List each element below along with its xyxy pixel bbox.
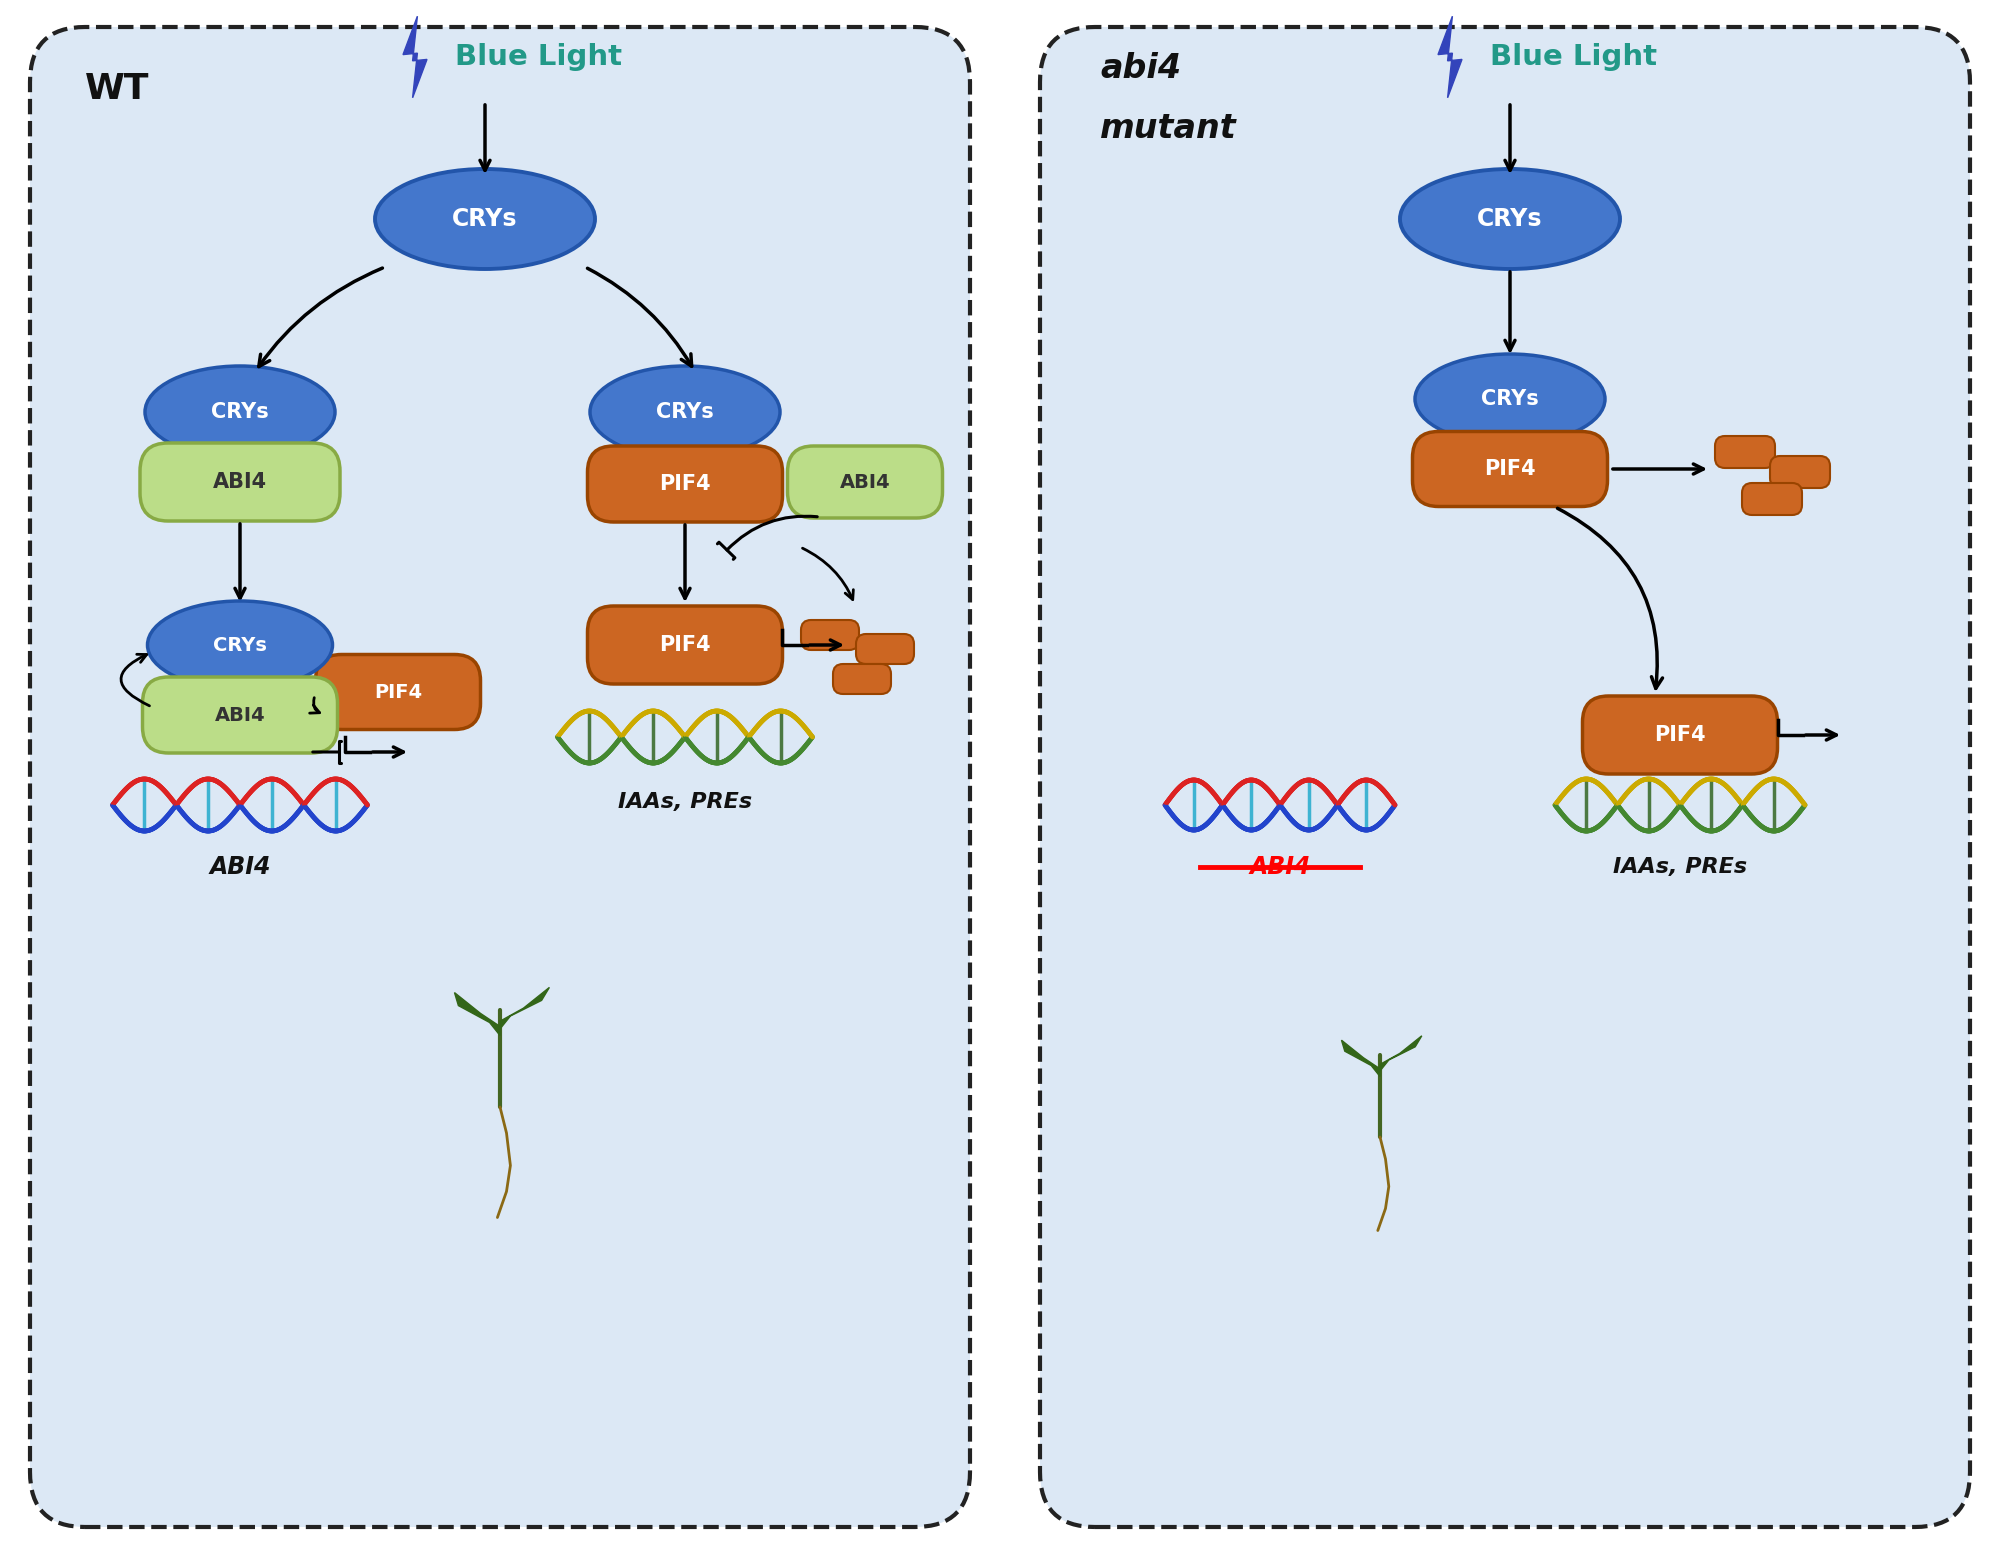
- FancyBboxPatch shape: [1412, 431, 1608, 506]
- Text: PIF4: PIF4: [1484, 459, 1536, 480]
- Polygon shape: [500, 987, 550, 1029]
- Text: PIF4: PIF4: [660, 473, 710, 494]
- Ellipse shape: [1416, 353, 1604, 444]
- FancyBboxPatch shape: [588, 445, 782, 522]
- Ellipse shape: [374, 170, 596, 269]
- Text: CRYs: CRYs: [452, 207, 518, 230]
- Text: CRYs: CRYs: [1478, 207, 1542, 230]
- Text: ABI4: ABI4: [840, 472, 890, 492]
- Text: CRYs: CRYs: [212, 402, 268, 422]
- Text: IAAs, PREs: IAAs, PREs: [618, 793, 752, 813]
- Ellipse shape: [144, 366, 336, 458]
- FancyBboxPatch shape: [1770, 456, 1830, 487]
- FancyBboxPatch shape: [1714, 436, 1776, 469]
- FancyBboxPatch shape: [316, 654, 480, 730]
- Text: ABI4: ABI4: [214, 705, 266, 724]
- Text: ABI4: ABI4: [1250, 855, 1310, 880]
- FancyBboxPatch shape: [30, 26, 970, 1527]
- Ellipse shape: [1400, 170, 1620, 269]
- Text: Blue Light: Blue Light: [456, 44, 622, 72]
- Polygon shape: [454, 993, 500, 1035]
- FancyBboxPatch shape: [142, 677, 338, 754]
- Text: PIF4: PIF4: [374, 682, 422, 702]
- Polygon shape: [1438, 16, 1462, 98]
- FancyBboxPatch shape: [1742, 483, 1802, 515]
- Text: PIF4: PIF4: [660, 635, 710, 655]
- Ellipse shape: [148, 601, 332, 690]
- Text: WT: WT: [84, 72, 150, 106]
- FancyBboxPatch shape: [788, 445, 942, 518]
- FancyBboxPatch shape: [1582, 696, 1778, 774]
- Polygon shape: [1342, 1040, 1380, 1076]
- FancyBboxPatch shape: [856, 634, 914, 663]
- Text: Blue Light: Blue Light: [1490, 44, 1656, 72]
- Text: mutant: mutant: [1100, 112, 1236, 145]
- FancyBboxPatch shape: [140, 444, 340, 522]
- Text: IAAs, PREs: IAAs, PREs: [1612, 856, 1748, 877]
- Text: CRYs: CRYs: [214, 635, 266, 654]
- Text: PIF4: PIF4: [1654, 726, 1706, 744]
- Text: ABI4: ABI4: [210, 855, 270, 880]
- FancyBboxPatch shape: [588, 606, 782, 684]
- FancyBboxPatch shape: [832, 663, 892, 694]
- Polygon shape: [1380, 1035, 1422, 1071]
- FancyBboxPatch shape: [802, 620, 860, 649]
- Text: ABI4: ABI4: [212, 472, 268, 492]
- Text: abi4: abi4: [1100, 51, 1182, 86]
- Ellipse shape: [590, 366, 780, 458]
- Text: CRYs: CRYs: [656, 402, 714, 422]
- FancyBboxPatch shape: [1040, 26, 1970, 1527]
- Text: CRYs: CRYs: [1482, 389, 1538, 409]
- Polygon shape: [404, 16, 428, 98]
